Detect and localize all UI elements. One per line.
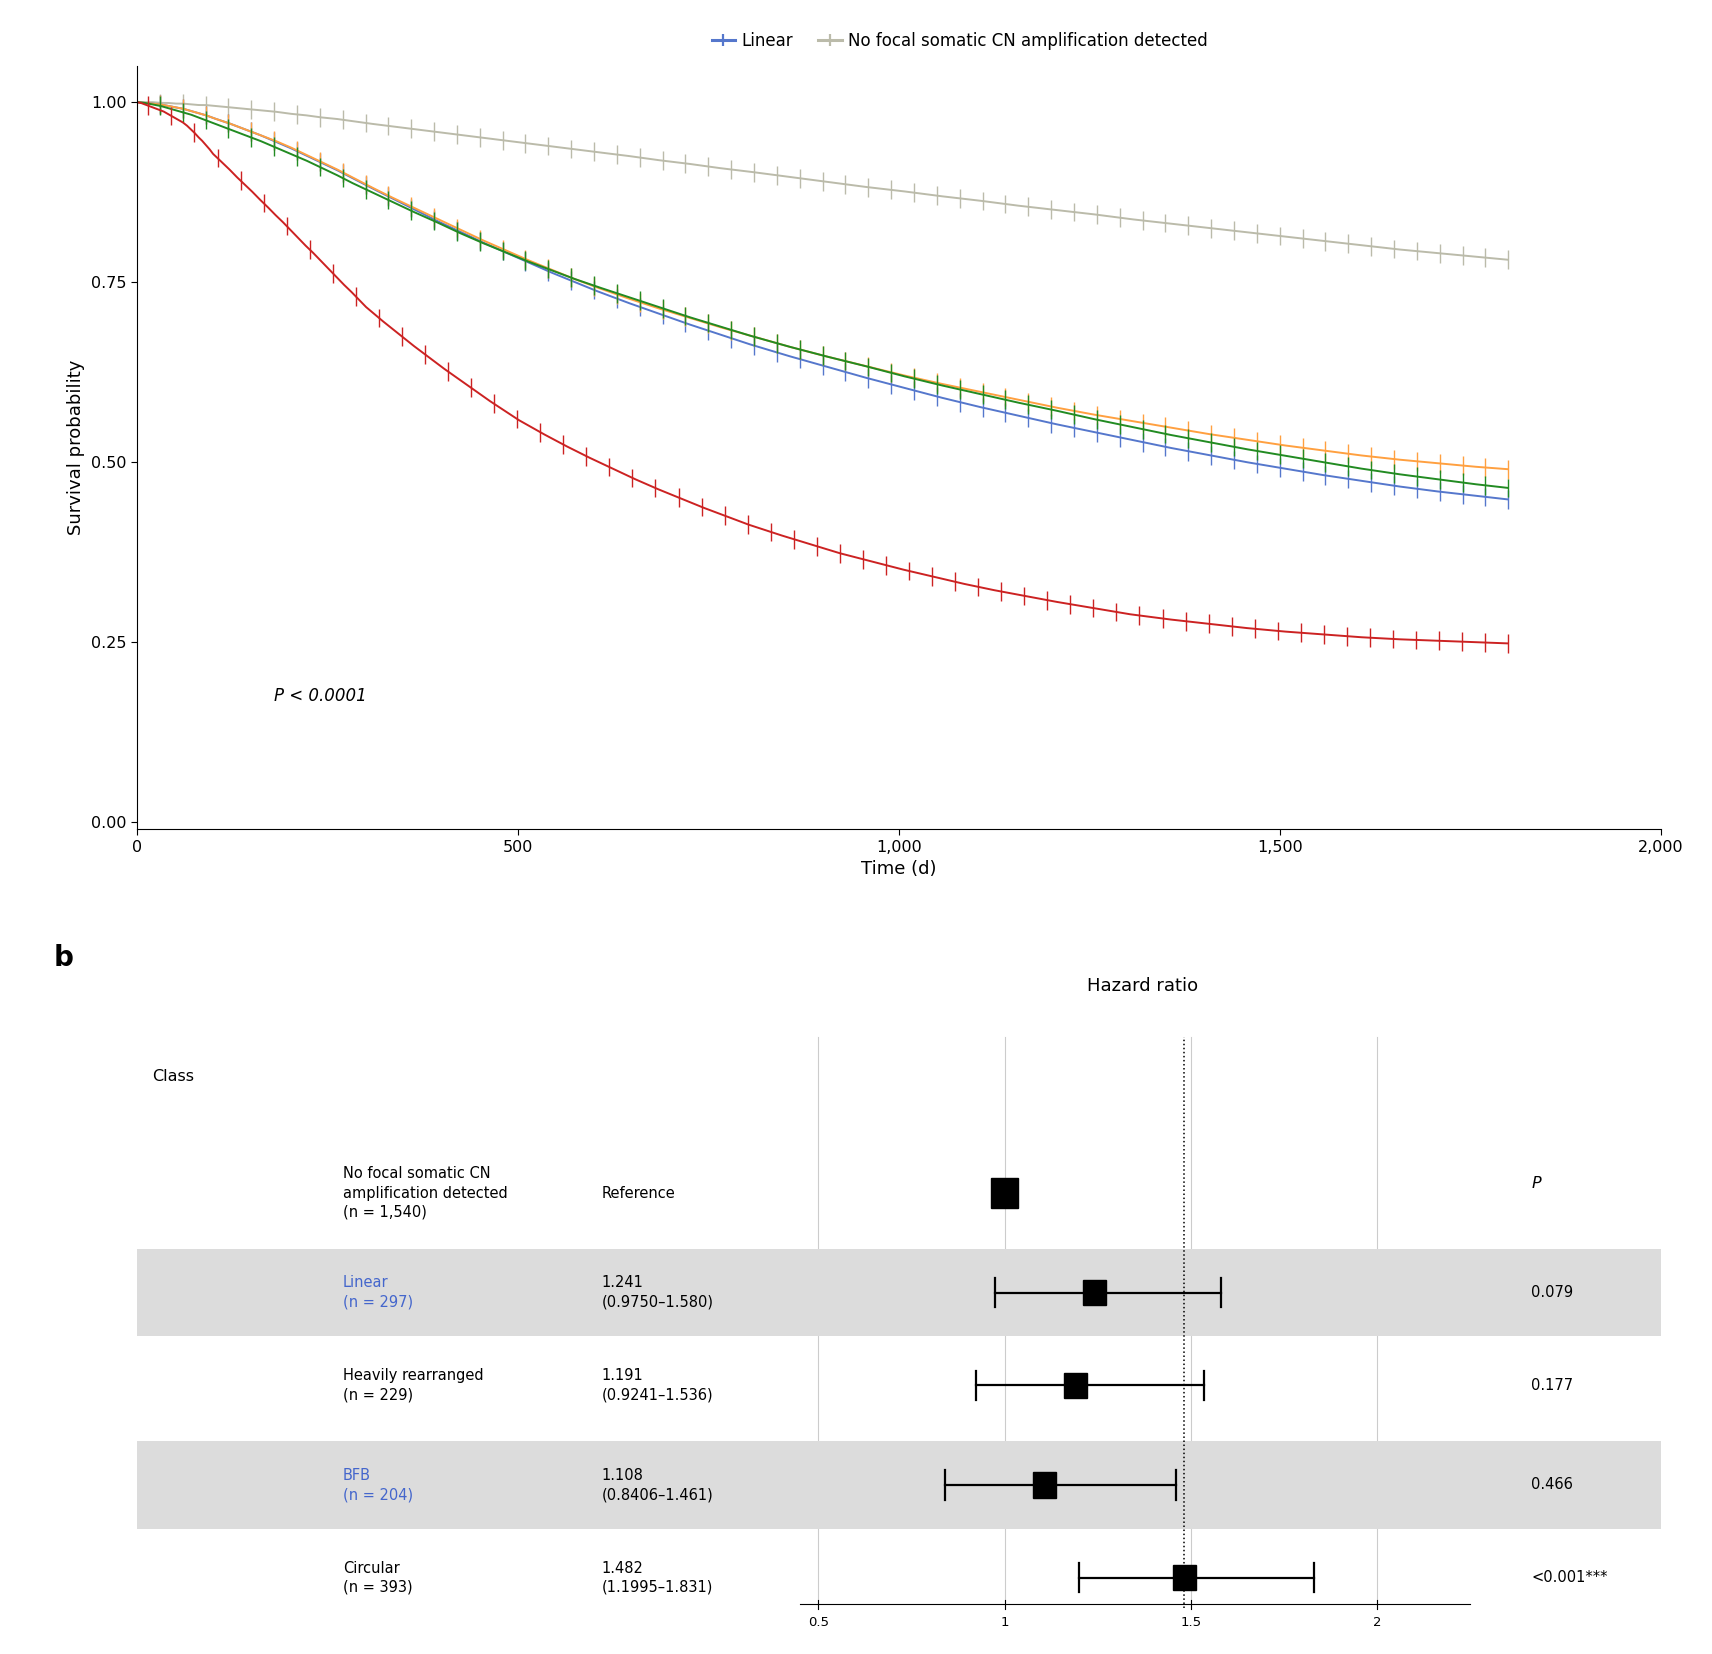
Bar (1065, 1373, 1087, 1398)
Text: Reference: Reference (601, 1186, 676, 1201)
Bar (137, 1441, 1661, 1528)
Text: Class: Class (152, 1070, 193, 1085)
Legend: Linear, No focal somatic CN amplification detected: Linear, No focal somatic CN amplificatio… (705, 25, 1214, 56)
Text: P: P (1531, 1176, 1541, 1191)
Text: b: b (53, 944, 74, 973)
Text: Linear
(n = 297): Linear (n = 297) (342, 1275, 413, 1310)
Y-axis label: Survival probability: Survival probability (67, 361, 86, 536)
Text: BFB
(n = 204): BFB (n = 204) (342, 1467, 413, 1502)
Text: P < 0.0001: P < 0.0001 (274, 686, 366, 705)
Text: 1.5: 1.5 (1180, 1616, 1202, 1629)
Text: 1.108
(0.8406–1.461): 1.108 (0.8406–1.461) (601, 1467, 714, 1502)
Bar (137, 1249, 1661, 1336)
Bar (1084, 1280, 1106, 1305)
Bar (1034, 1472, 1056, 1497)
Text: 1.241
(0.9750–1.580): 1.241 (0.9750–1.580) (601, 1275, 714, 1310)
Text: Hazard ratio: Hazard ratio (1087, 978, 1198, 996)
Text: Circular
(n = 393): Circular (n = 393) (342, 1561, 413, 1594)
Text: 1: 1 (1000, 1616, 1008, 1629)
Text: 0.177: 0.177 (1531, 1378, 1573, 1393)
Text: 1.191
(0.9241–1.536): 1.191 (0.9241–1.536) (601, 1368, 714, 1403)
Bar (1173, 1565, 1195, 1591)
Text: Heavily rearranged
(n = 229): Heavily rearranged (n = 229) (342, 1368, 483, 1403)
Text: 0.466: 0.466 (1531, 1477, 1573, 1492)
Bar (991, 1178, 1019, 1207)
Text: 0.079: 0.079 (1531, 1285, 1573, 1300)
Text: <0.001***: <0.001*** (1531, 1570, 1608, 1585)
Text: 2: 2 (1373, 1616, 1382, 1629)
Text: 0.5: 0.5 (808, 1616, 829, 1629)
Text: No focal somatic CN
amplification detected
(n = 1,540): No focal somatic CN amplification detect… (342, 1166, 507, 1219)
X-axis label: Time (d): Time (d) (861, 860, 936, 878)
Text: 1.482
(1.1995–1.831): 1.482 (1.1995–1.831) (601, 1561, 714, 1594)
